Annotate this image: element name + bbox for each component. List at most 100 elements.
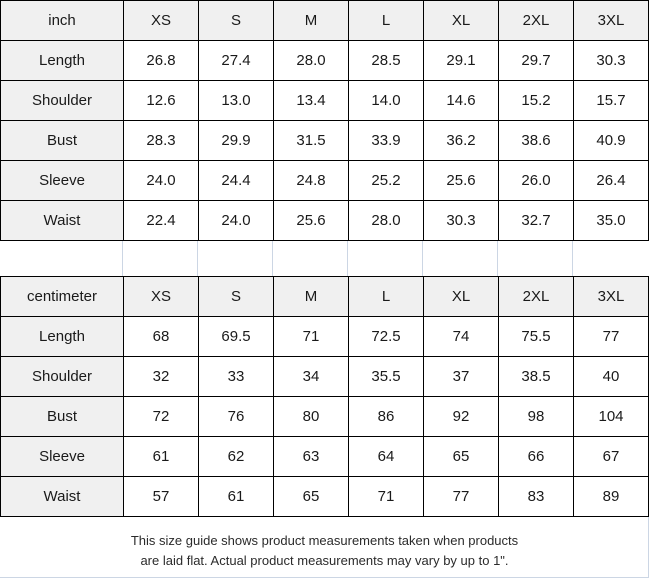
footnote-line-2: are laid flat. Actual product measuremen… [140, 552, 509, 568]
cell-shoulder-2xl: 38.5 [498, 356, 574, 397]
cell-waist-m: 65 [273, 476, 349, 517]
cell-bust-2xl: 98 [498, 396, 574, 437]
column-header-m: M [273, 0, 349, 41]
column-header-3xl: 3XL [573, 0, 649, 41]
cell-shoulder-2xl: 15.2 [498, 80, 574, 121]
cell-shoulder-xl: 37 [423, 356, 499, 397]
size-guide-footnote: This size guide shows product measuremen… [0, 517, 649, 570]
cell-bust-xl: 92 [423, 396, 499, 437]
cell-bust-xl: 36.2 [423, 120, 499, 161]
column-header-l: L [348, 0, 424, 41]
cell-sleeve-3xl: 26.4 [573, 160, 649, 201]
cell-bust-m: 31.5 [273, 120, 349, 161]
cell-sleeve-3xl: 67 [573, 436, 649, 477]
cell-waist-3xl: 35.0 [573, 200, 649, 241]
cell-sleeve-s: 62 [198, 436, 274, 477]
unit-label-inch: inch [0, 0, 124, 41]
table-row: Bust 72 76 80 86 92 98 104 [0, 396, 649, 437]
cell-waist-2xl: 83 [498, 476, 574, 517]
row-header-sleeve: Sleeve [0, 160, 124, 201]
cell-length-m: 71 [273, 316, 349, 357]
cell-sleeve-xl: 25.6 [423, 160, 499, 201]
row-header-shoulder: Shoulder [0, 80, 124, 121]
cell-bust-3xl: 104 [573, 396, 649, 437]
column-header-xs: XS [123, 0, 199, 41]
cell-length-s: 27.4 [198, 40, 274, 81]
row-header-bust: Bust [0, 120, 124, 161]
cell-sleeve-l: 25.2 [348, 160, 424, 201]
size-table-centimeter: centimeter XS S M L XL 2XL 3XL Length 68… [0, 276, 649, 517]
separator-divider [572, 241, 573, 276]
table-header-row: inch XS S M L XL 2XL 3XL [0, 0, 649, 41]
cell-waist-2xl: 32.7 [498, 200, 574, 241]
cell-bust-s: 29.9 [198, 120, 274, 161]
cell-length-l: 28.5 [348, 40, 424, 81]
column-header-xs: XS [123, 276, 199, 317]
cell-bust-2xl: 38.6 [498, 120, 574, 161]
cell-shoulder-3xl: 15.7 [573, 80, 649, 121]
table-row: Length 26.8 27.4 28.0 28.5 29.1 29.7 30.… [0, 40, 649, 81]
separator-divider [497, 241, 498, 276]
table-separator [0, 241, 649, 276]
column-header-xl: XL [423, 276, 499, 317]
cell-waist-l: 28.0 [348, 200, 424, 241]
cell-waist-xs: 22.4 [123, 200, 199, 241]
cell-length-l: 72.5 [348, 316, 424, 357]
cell-sleeve-xs: 24.0 [123, 160, 199, 201]
cell-waist-s: 61 [198, 476, 274, 517]
cell-shoulder-xs: 32 [123, 356, 199, 397]
cell-waist-m: 25.6 [273, 200, 349, 241]
column-header-xl: XL [423, 0, 499, 41]
table-row: Sleeve 61 62 63 64 65 66 67 [0, 436, 649, 477]
cell-length-s: 69.5 [198, 316, 274, 357]
cell-length-xl: 74 [423, 316, 499, 357]
cell-shoulder-s: 33 [198, 356, 274, 397]
cell-sleeve-2xl: 66 [498, 436, 574, 477]
table-row: Waist 57 61 65 71 77 83 89 [0, 476, 649, 517]
row-header-bust: Bust [0, 396, 124, 437]
separator-divider [197, 241, 198, 276]
cell-shoulder-xs: 12.6 [123, 80, 199, 121]
separator-divider [422, 241, 423, 276]
table-row: Shoulder 12.6 13.0 13.4 14.0 14.6 15.2 1… [0, 80, 649, 121]
column-header-2xl: 2XL [498, 0, 574, 41]
cell-waist-3xl: 89 [573, 476, 649, 517]
unit-label-centimeter: centimeter [0, 276, 124, 317]
cell-bust-m: 80 [273, 396, 349, 437]
separator-divider [122, 241, 123, 276]
column-header-s: S [198, 276, 274, 317]
cell-length-2xl: 29.7 [498, 40, 574, 81]
cell-length-2xl: 75.5 [498, 316, 574, 357]
column-header-s: S [198, 0, 274, 41]
cell-sleeve-2xl: 26.0 [498, 160, 574, 201]
cell-shoulder-l: 14.0 [348, 80, 424, 121]
row-header-sleeve: Sleeve [0, 436, 124, 477]
row-header-length: Length [0, 316, 124, 357]
cell-bust-xs: 28.3 [123, 120, 199, 161]
cell-shoulder-3xl: 40 [573, 356, 649, 397]
cell-length-xs: 68 [123, 316, 199, 357]
size-table-inch: inch XS S M L XL 2XL 3XL Length 26.8 27.… [0, 0, 649, 241]
cell-bust-xs: 72 [123, 396, 199, 437]
footnote-line-1: This size guide shows product measuremen… [130, 533, 519, 548]
cell-shoulder-m: 34 [273, 356, 349, 397]
cell-waist-xs: 57 [123, 476, 199, 517]
row-header-waist: Waist [0, 476, 124, 517]
cell-shoulder-l: 35.5 [348, 356, 424, 397]
cell-waist-s: 24.0 [198, 200, 274, 241]
table-row: Length 68 69.5 71 72.5 74 75.5 77 [0, 316, 649, 357]
cell-length-3xl: 77 [573, 316, 649, 357]
separator-divider [347, 241, 348, 276]
cell-bust-l: 33.9 [348, 120, 424, 161]
row-header-length: Length [0, 40, 124, 81]
table-row: Bust 28.3 29.9 31.5 33.9 36.2 38.6 40.9 [0, 120, 649, 161]
cell-sleeve-s: 24.4 [198, 160, 274, 201]
cell-length-m: 28.0 [273, 40, 349, 81]
cell-length-xl: 29.1 [423, 40, 499, 81]
cell-sleeve-xs: 61 [123, 436, 199, 477]
table-row: Waist 22.4 24.0 25.6 28.0 30.3 32.7 35.0 [0, 200, 649, 241]
cell-sleeve-xl: 65 [423, 436, 499, 477]
table-row: Shoulder 32 33 34 35.5 37 38.5 40 [0, 356, 649, 397]
table-row: Sleeve 24.0 24.4 24.8 25.2 25.6 26.0 26.… [0, 160, 649, 201]
